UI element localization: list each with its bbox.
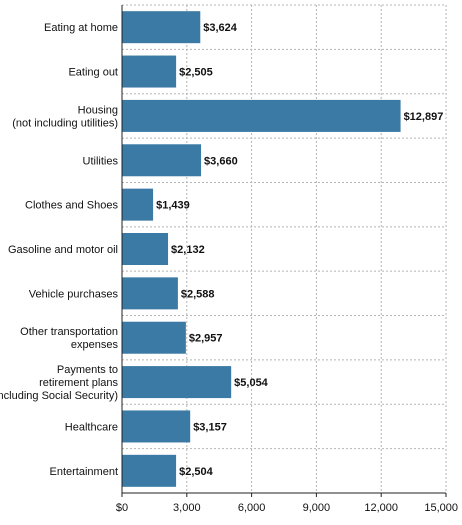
value-label: $2,957 [189, 333, 223, 345]
axis-layer: $0 3,000 6,000 9,000 12,000 15,000 [116, 5, 458, 514]
bar [122, 233, 169, 265]
value-label: $1,439 [156, 200, 190, 212]
category-label: Housing (not including utilities) [12, 104, 118, 129]
x-tick-label: 15,000 [424, 502, 458, 514]
value-label: $2,132 [171, 244, 205, 256]
bar [122, 188, 154, 221]
value-label: $5,054 [234, 377, 269, 389]
category-label: Healthcare [65, 421, 118, 433]
bar [122, 410, 191, 443]
bar [122, 144, 202, 177]
bar-layer [122, 11, 401, 487]
category-label: Gasoline and motor oil [8, 244, 118, 256]
bar [122, 454, 177, 487]
value-label: $2,504 [179, 466, 214, 478]
x-tick-label: 3,000 [173, 502, 201, 514]
bar [122, 55, 177, 88]
value-label: $2,505 [179, 67, 213, 79]
label-layer: $3,624 Eating at home $2,505 Eating out $12,… [0, 22, 443, 478]
category-label: Vehicle purchases [29, 288, 119, 300]
x-tick-label: 9,000 [303, 502, 331, 514]
category-label: Eating at home [44, 22, 118, 34]
category-label: Other transportation expenses [20, 326, 118, 351]
value-label: $12,897 [404, 111, 444, 123]
bar [122, 99, 401, 132]
category-label: Entertainment [50, 466, 118, 478]
category-label: Utilities [83, 155, 119, 167]
value-label: $2,588 [181, 288, 215, 300]
category-label: Eating out [68, 67, 118, 79]
value-label: $3,660 [204, 155, 238, 167]
x-tick-label: 6,000 [238, 502, 266, 514]
grid-layer [122, 4, 447, 494]
value-label: $3,624 [203, 22, 238, 34]
category-label: Clothes and Shoes [25, 200, 118, 212]
category-label: Payments to retirement plans (including So… [0, 364, 118, 402]
x-tick-label: 12,000 [364, 502, 398, 514]
bar [122, 11, 201, 44]
bar [122, 366, 232, 399]
x-tick-label: $0 [116, 502, 128, 514]
value-label: $3,157 [193, 421, 227, 433]
bar [122, 277, 178, 310]
bar [122, 321, 186, 354]
